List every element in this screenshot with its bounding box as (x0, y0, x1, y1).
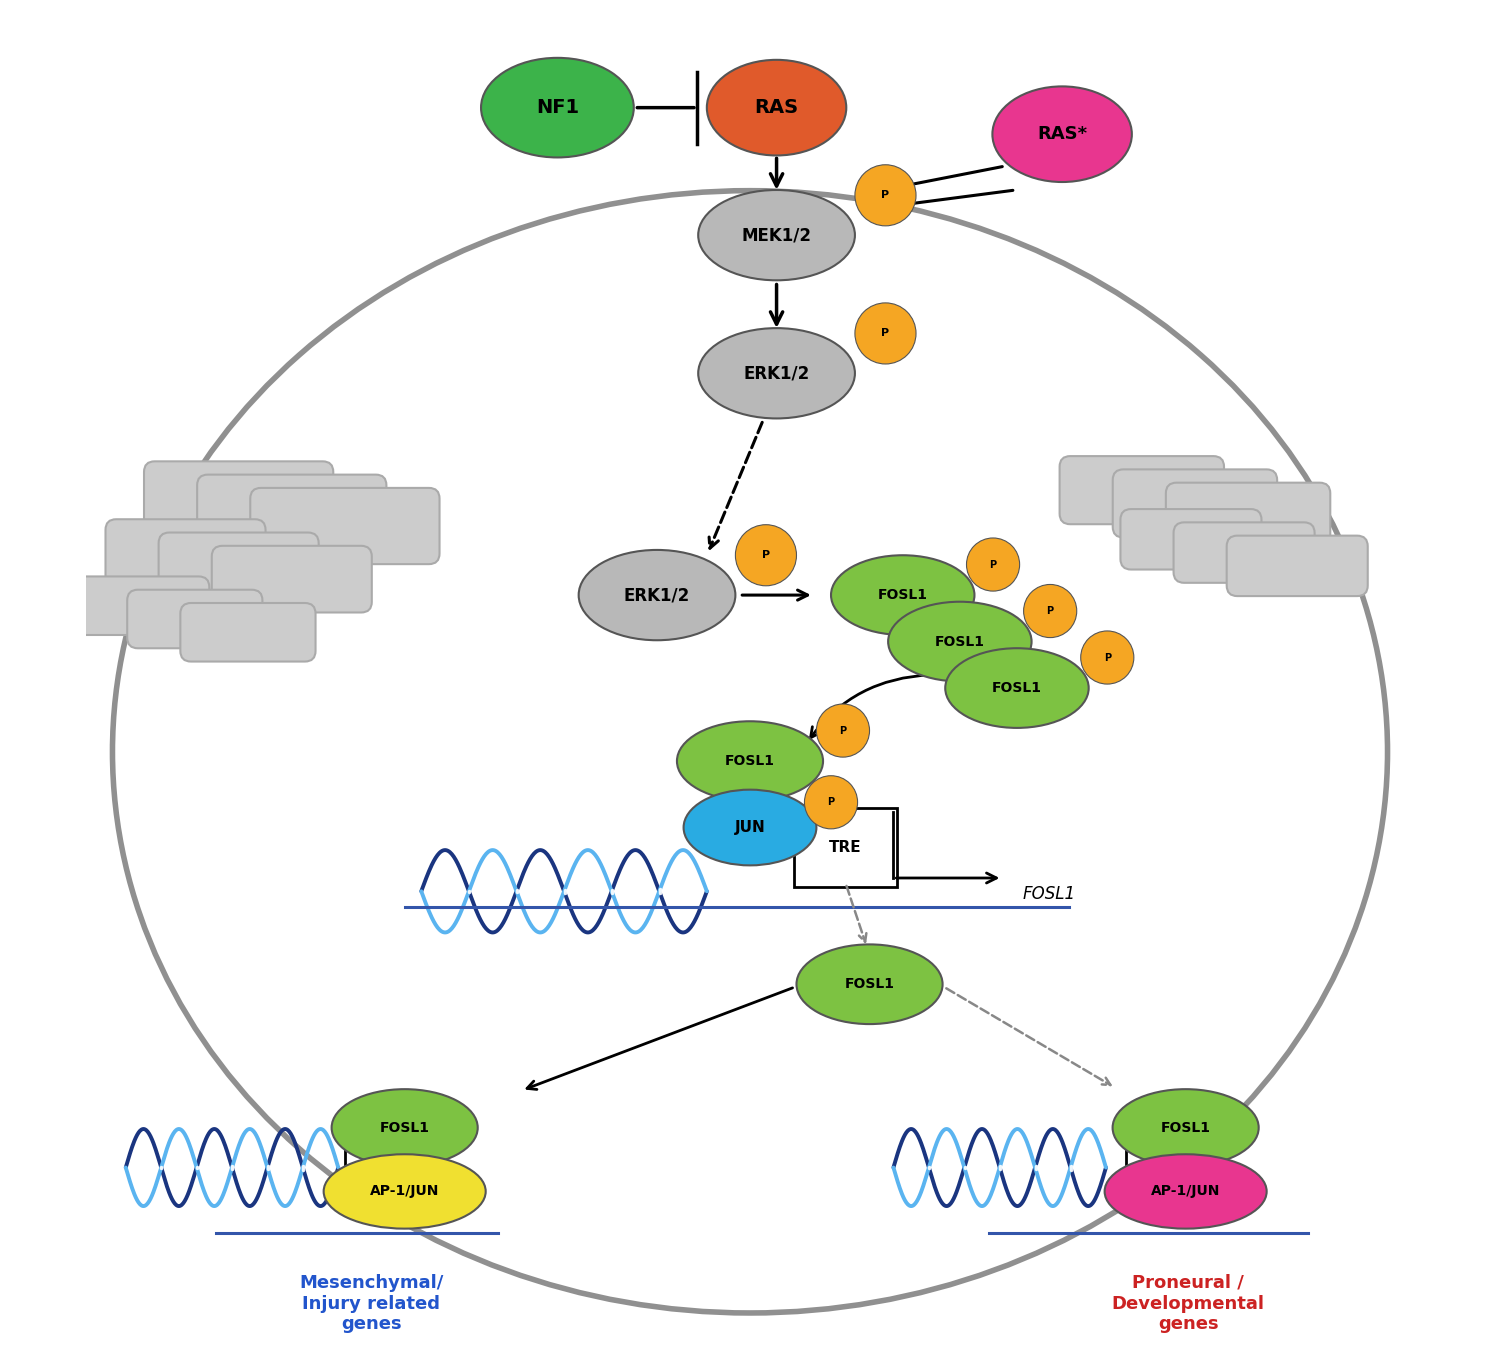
Text: P: P (882, 329, 890, 338)
Ellipse shape (1104, 1154, 1266, 1228)
Text: ERK1/2: ERK1/2 (744, 364, 810, 383)
Text: P: P (828, 797, 834, 807)
Text: FOSL1: FOSL1 (878, 589, 927, 602)
FancyBboxPatch shape (211, 546, 372, 613)
Text: NF1: NF1 (536, 98, 579, 117)
Ellipse shape (945, 648, 1089, 727)
Text: Proneural /
Developmental
genes: Proneural / Developmental genes (1112, 1274, 1264, 1334)
Ellipse shape (855, 164, 916, 226)
Ellipse shape (698, 190, 855, 280)
Ellipse shape (332, 1090, 477, 1167)
Text: P: P (1047, 606, 1053, 616)
FancyBboxPatch shape (105, 519, 266, 586)
Text: ERK1/2: ERK1/2 (624, 586, 690, 603)
Text: RAS: RAS (754, 98, 798, 117)
Ellipse shape (676, 721, 824, 801)
FancyBboxPatch shape (196, 474, 387, 551)
FancyBboxPatch shape (1166, 482, 1330, 551)
Text: FOSL1: FOSL1 (934, 634, 986, 648)
Text: P: P (882, 190, 890, 201)
Text: TRE: TRE (830, 841, 862, 855)
Text: P: P (990, 559, 996, 570)
Ellipse shape (816, 704, 870, 757)
Ellipse shape (579, 550, 735, 640)
Text: FOSL1: FOSL1 (992, 682, 1042, 695)
Ellipse shape (1023, 585, 1077, 637)
FancyBboxPatch shape (251, 488, 440, 564)
Text: MEK1/2: MEK1/2 (741, 226, 812, 244)
Text: FOSL1: FOSL1 (380, 1121, 429, 1134)
Text: FOSL1: FOSL1 (1023, 885, 1076, 902)
Ellipse shape (698, 329, 855, 419)
Text: FOSL1: FOSL1 (724, 754, 776, 768)
Text: FOSL1: FOSL1 (844, 977, 894, 991)
Ellipse shape (855, 303, 916, 364)
FancyBboxPatch shape (144, 461, 333, 537)
FancyBboxPatch shape (159, 532, 318, 599)
FancyBboxPatch shape (1120, 509, 1262, 570)
Ellipse shape (1080, 630, 1134, 684)
Text: JUN: JUN (735, 820, 765, 835)
FancyBboxPatch shape (74, 577, 210, 634)
Ellipse shape (1113, 1090, 1258, 1167)
Ellipse shape (993, 86, 1132, 182)
Ellipse shape (796, 944, 942, 1024)
Text: P: P (762, 550, 770, 560)
Text: P: P (840, 726, 846, 735)
Text: Mesenchymal/
Injury related
genes: Mesenchymal/ Injury related genes (300, 1274, 444, 1334)
Ellipse shape (831, 555, 975, 634)
Text: RAS*: RAS* (1036, 125, 1088, 143)
FancyBboxPatch shape (1227, 536, 1368, 597)
FancyBboxPatch shape (180, 603, 315, 661)
Ellipse shape (482, 58, 634, 158)
Ellipse shape (735, 525, 796, 586)
FancyBboxPatch shape (794, 808, 897, 888)
Text: FOSL1: FOSL1 (1161, 1121, 1210, 1134)
FancyBboxPatch shape (1059, 457, 1224, 524)
Ellipse shape (888, 602, 1032, 682)
Ellipse shape (324, 1154, 486, 1228)
Ellipse shape (966, 537, 1020, 591)
Ellipse shape (804, 776, 858, 828)
FancyBboxPatch shape (128, 590, 262, 648)
Ellipse shape (684, 789, 816, 865)
Text: P: P (1104, 652, 1112, 663)
FancyBboxPatch shape (1113, 469, 1276, 537)
Text: AP-1/JUN: AP-1/JUN (1150, 1184, 1221, 1199)
Text: AP-1/JUN: AP-1/JUN (370, 1184, 440, 1199)
Ellipse shape (112, 191, 1388, 1313)
Ellipse shape (706, 59, 846, 155)
FancyBboxPatch shape (1173, 523, 1314, 583)
